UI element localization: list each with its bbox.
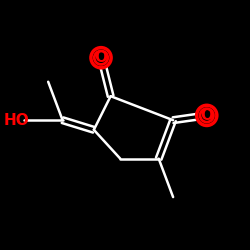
Text: O: O	[94, 50, 108, 65]
Circle shape	[197, 105, 217, 126]
Text: HO: HO	[3, 113, 29, 128]
Text: O: O	[200, 108, 213, 123]
Circle shape	[91, 48, 111, 68]
